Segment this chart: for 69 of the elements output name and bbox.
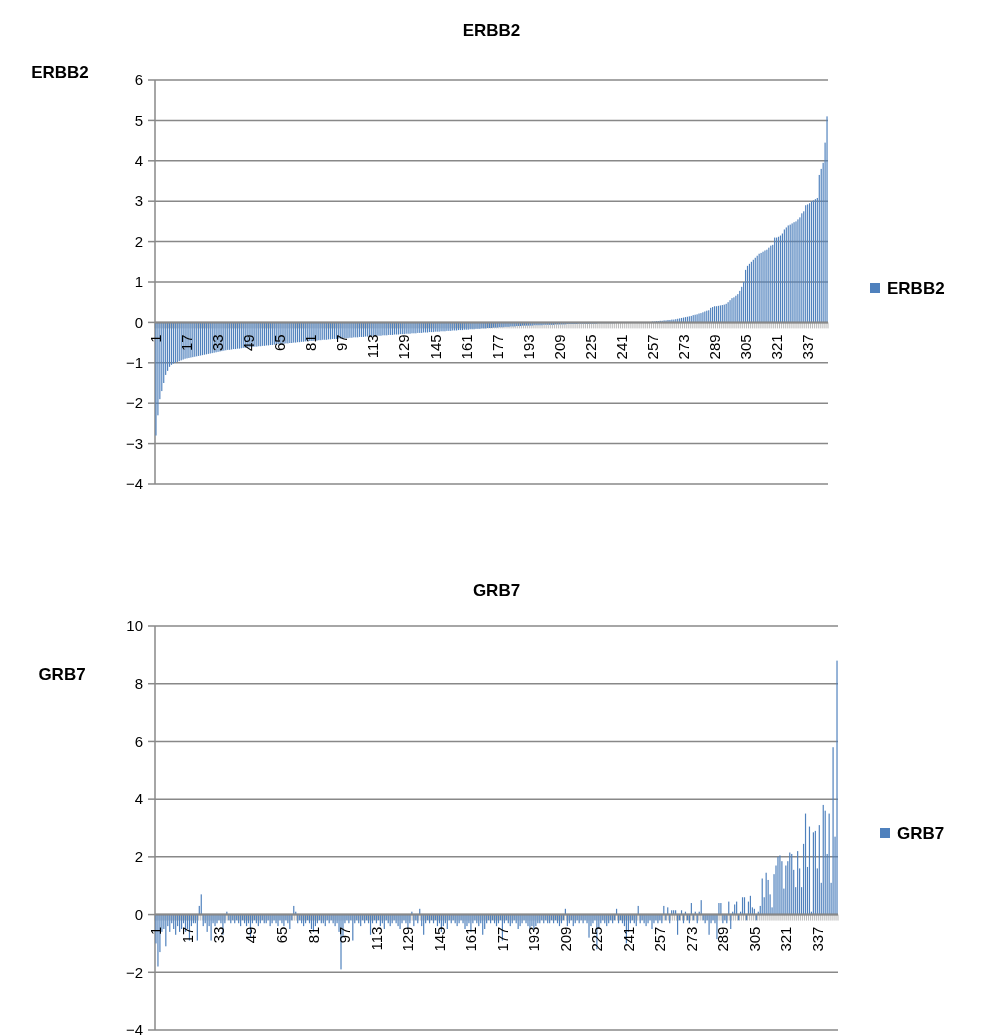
x-tick-label: 337 bbox=[808, 926, 826, 952]
x-tick-label: 97 bbox=[333, 334, 351, 352]
y-tick-label: 4 bbox=[134, 790, 143, 808]
y-tick-label: 8 bbox=[134, 674, 143, 692]
legend-label: ERBB2 bbox=[887, 278, 945, 298]
y-tick-label: 1 bbox=[134, 273, 143, 291]
chart-title: GRB7 bbox=[472, 581, 521, 600]
chart-title: ERBB2 bbox=[462, 21, 521, 40]
x-tick-label: 209 bbox=[550, 334, 568, 360]
y-axis-title: GRB7 bbox=[38, 665, 86, 684]
y-tick-label: 2 bbox=[134, 232, 143, 250]
y-tick-label: 3 bbox=[134, 192, 143, 210]
x-tick-label: 129 bbox=[399, 926, 417, 952]
x-tick-label: 113 bbox=[364, 334, 382, 359]
x-tick-label: 49 bbox=[240, 334, 258, 352]
x-tick-label: 241 bbox=[612, 334, 630, 360]
x-tick-label: 305 bbox=[745, 926, 763, 952]
x-tick-label: 177 bbox=[488, 334, 506, 360]
x-tick-label: 65 bbox=[273, 926, 291, 944]
x-tick-label: 273 bbox=[682, 926, 700, 952]
y-tick-label: 4 bbox=[134, 152, 143, 170]
x-tick-label: 161 bbox=[462, 926, 480, 952]
x-tick-label: 257 bbox=[643, 334, 661, 360]
x-tick-label: 305 bbox=[736, 334, 754, 360]
x-tick-label: 321 bbox=[777, 926, 795, 952]
x-tick-label: 17 bbox=[178, 926, 196, 944]
y-tick-label: 6 bbox=[134, 732, 143, 750]
x-tick-label: 33 bbox=[209, 334, 227, 352]
y-tick-label: −2 bbox=[125, 963, 143, 981]
x-tick-label: 33 bbox=[210, 926, 228, 944]
x-tick-label: 209 bbox=[556, 926, 574, 952]
y-tick-label: −4 bbox=[125, 475, 143, 493]
x-tick-label: 193 bbox=[525, 926, 543, 952]
x-tick-label: 97 bbox=[336, 926, 354, 944]
x-tick-label: 113 bbox=[367, 926, 385, 951]
x-tick-label: 49 bbox=[241, 926, 259, 944]
x-tick-label: 225 bbox=[581, 334, 599, 360]
x-tick-label: 289 bbox=[705, 334, 723, 360]
x-tick-label: 65 bbox=[271, 334, 289, 352]
y-tick-label: −4 bbox=[125, 1021, 143, 1036]
x-tick-label: 225 bbox=[588, 926, 606, 952]
y-tick-label: 6 bbox=[134, 71, 143, 89]
x-tick-label: 337 bbox=[798, 334, 816, 360]
y-tick-label: 5 bbox=[134, 111, 143, 129]
x-tick-label: 145 bbox=[430, 926, 448, 952]
x-tick-label: 81 bbox=[302, 334, 320, 352]
x-tick-label: 273 bbox=[674, 334, 692, 360]
x-tick-label: 193 bbox=[519, 334, 537, 360]
x-tick-label: 17 bbox=[178, 334, 196, 352]
x-tick-label: 161 bbox=[457, 334, 475, 360]
y-tick-label: −2 bbox=[125, 394, 143, 412]
y-tick-label: 2 bbox=[134, 848, 143, 866]
x-tick-label: 145 bbox=[426, 334, 444, 360]
y-axis-title: ERBB2 bbox=[31, 63, 89, 82]
y-tick-label: −3 bbox=[125, 434, 143, 452]
x-tick-label: 241 bbox=[619, 926, 637, 952]
y-tick-label: 0 bbox=[134, 313, 143, 331]
x-tick-label: 81 bbox=[304, 926, 322, 944]
y-tick-label: 0 bbox=[134, 905, 143, 923]
y-tick-label: −1 bbox=[125, 354, 143, 372]
y-tick-label: 10 bbox=[126, 617, 143, 635]
x-tick-label: 129 bbox=[395, 334, 413, 360]
x-tick-label: 321 bbox=[767, 334, 785, 360]
x-tick-label: 257 bbox=[651, 926, 669, 952]
legend-label: GRB7 bbox=[897, 823, 945, 843]
x-tick-label: 1 bbox=[147, 334, 165, 343]
x-tick-label: 177 bbox=[493, 926, 511, 952]
x-tick-label: 1 bbox=[147, 926, 165, 935]
x-tick-label: 289 bbox=[714, 926, 732, 952]
